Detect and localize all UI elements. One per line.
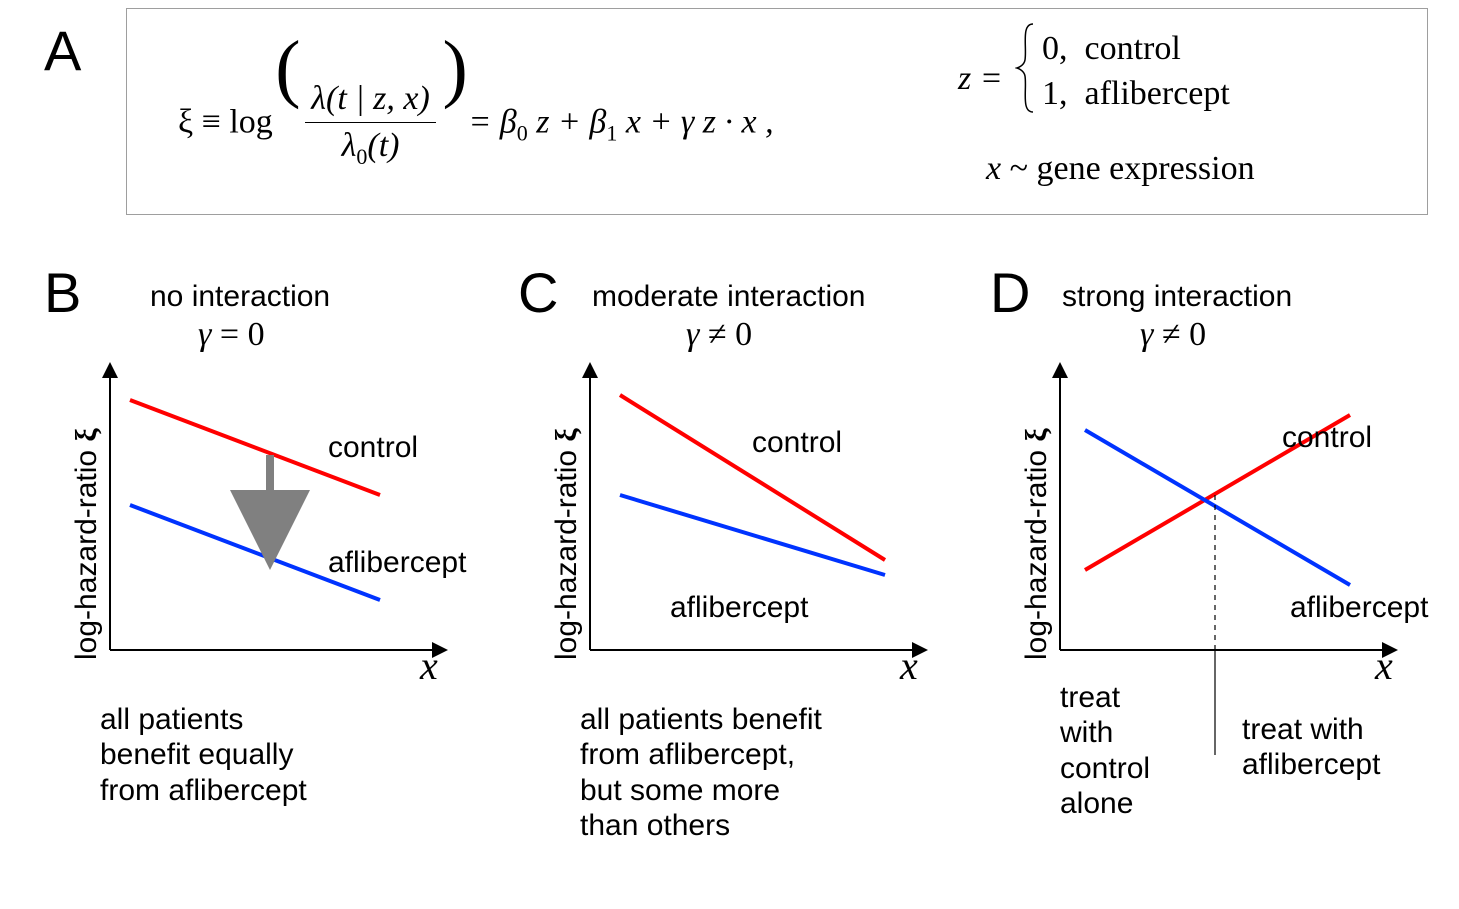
panel-c-control-label: control bbox=[752, 425, 842, 460]
panel-c-caption: all patients benefit from aflibercept, b… bbox=[580, 702, 822, 844]
panel-d-xlabel: x bbox=[1375, 642, 1393, 689]
panel-c-letter: C bbox=[518, 260, 558, 325]
panel-a-z-line1: 0, control bbox=[1042, 30, 1181, 68]
panel-c-ylabel: log-hazard-ratio ξ bbox=[550, 428, 584, 660]
panel-b-control-label: control bbox=[328, 430, 418, 465]
panel-b-caption: all patients benefit equally from aflibe… bbox=[100, 702, 307, 808]
panel-b-plot bbox=[100, 360, 460, 660]
panel-d-control-label: control bbox=[1282, 420, 1372, 455]
panel-b-letter: B bbox=[44, 260, 81, 325]
panel-c-xlabel: x bbox=[900, 642, 918, 689]
panel-b-title: no interaction bbox=[150, 280, 330, 313]
panel-c-gamma: γ ≠ 0 bbox=[686, 316, 752, 354]
panel-b-xlabel: x bbox=[420, 642, 438, 689]
figure-root: A ξ ≡ log (λ(t | z, x)λ0(t)) = β0 z + β1… bbox=[0, 0, 1459, 909]
panel-d-treatment-label: aflibercept bbox=[1290, 590, 1428, 625]
panel-a-z-prefix: z = bbox=[958, 60, 1003, 98]
panel-c-title: moderate interaction bbox=[592, 280, 866, 313]
panel-d-caption-left: treat with control alone bbox=[1060, 680, 1150, 822]
panel-b-treatment-label: aflibercept bbox=[328, 545, 466, 580]
panel-d-title: strong interaction bbox=[1062, 280, 1292, 313]
panel-b-gamma: γ = 0 bbox=[198, 316, 265, 354]
panel-d-caption-right: treat with aflibercept bbox=[1242, 712, 1380, 783]
panel-d-letter: D bbox=[990, 260, 1030, 325]
panel-a-z-line2: 1, aflibercept bbox=[1042, 75, 1230, 113]
brace-icon bbox=[1015, 22, 1037, 114]
panel-a-equation: ξ ≡ log (λ(t | z, x)λ0(t)) = β0 z + β1 x… bbox=[178, 80, 774, 170]
panel-b-ylabel: log-hazard-ratio ξ bbox=[70, 428, 104, 660]
panel-d-ylabel: log-hazard-ratio ξ bbox=[1020, 428, 1054, 660]
panel-c-treatment-label: aflibercept bbox=[670, 590, 808, 625]
panel-d-gamma: γ ≠ 0 bbox=[1140, 316, 1206, 354]
panel-a-letter: A bbox=[44, 18, 81, 83]
panel-a-x-def: x ~ gene expression bbox=[986, 150, 1255, 188]
